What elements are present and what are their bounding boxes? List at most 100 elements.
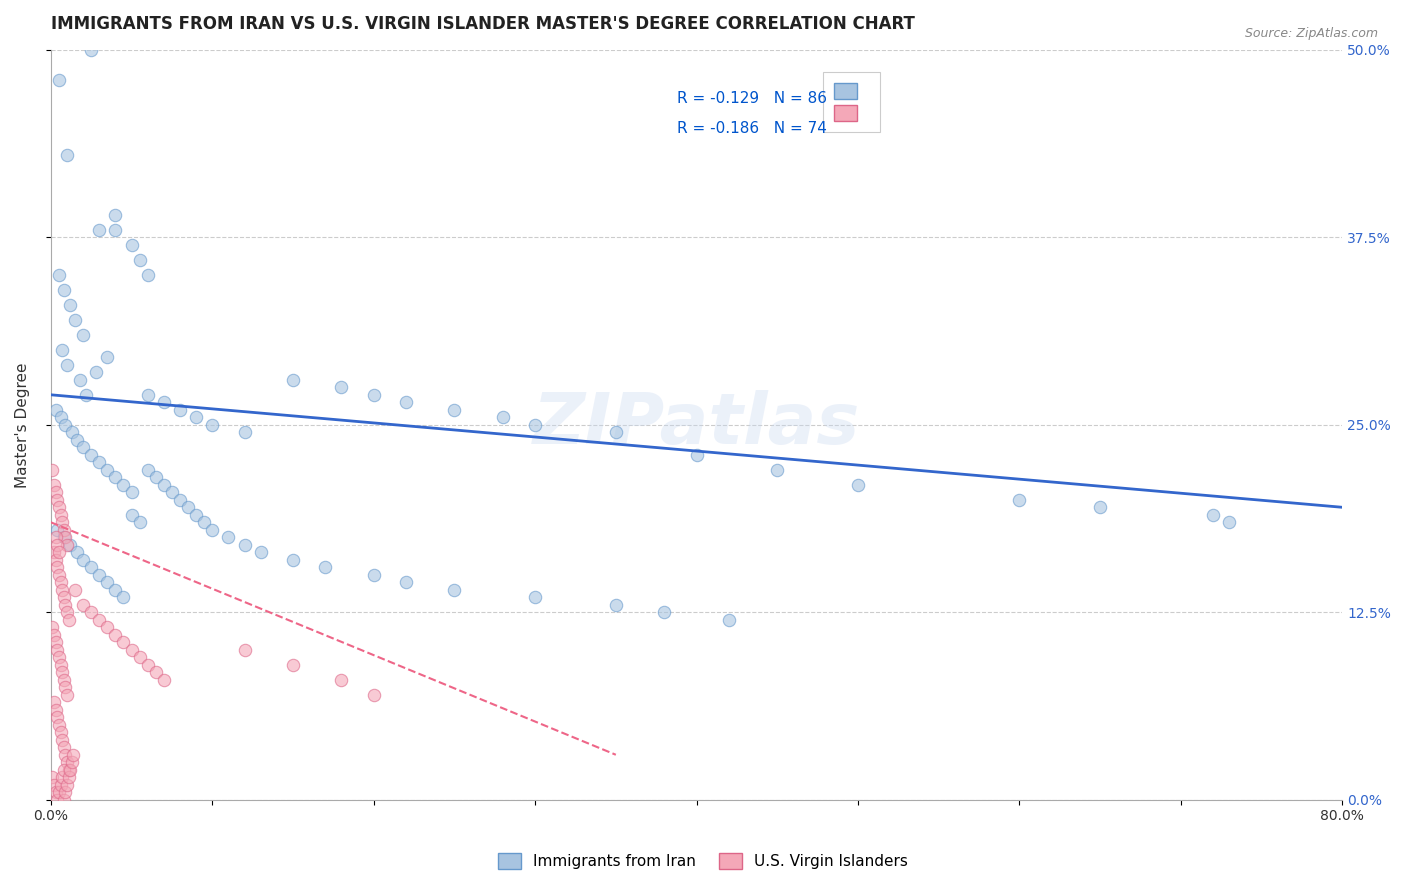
Point [63,582,86,597]
Point [52,673,75,687]
Point [53,680,76,694]
Point [60,756,83,770]
Point [201,417,224,432]
Point [72,553,94,567]
Point [46,538,69,552]
Point [145,470,167,484]
Point [53,598,76,612]
Point [80,605,103,619]
Point [49,575,72,590]
Point [52,523,75,537]
Point [136,388,159,402]
Point [1202,508,1225,522]
Point [51,665,73,680]
Point [104,582,127,597]
Point [46,492,69,507]
Point [48,567,70,582]
Point [52,530,75,544]
Point [69,373,91,387]
Point [48,718,70,732]
Point [281,373,304,387]
Point [121,485,143,500]
Point [492,410,515,425]
Point [330,673,353,687]
Point [314,560,336,574]
Point [104,470,127,484]
Point [128,650,150,665]
Point [45,703,67,717]
Point [652,605,675,619]
Point [330,380,353,394]
Point [59,763,82,777]
Point [51,516,73,530]
Point [443,402,465,417]
Point [49,508,72,522]
Point [281,553,304,567]
Point [249,545,271,559]
Point [524,417,547,432]
Point [112,477,135,491]
Point [96,575,118,590]
Point [42,695,65,709]
Point [52,763,75,777]
Point [363,388,385,402]
Point [60,425,83,440]
Point [153,673,176,687]
Point [363,567,385,582]
Point [45,635,67,649]
Point [766,463,789,477]
Point [75,388,97,402]
Point [96,351,118,365]
Text: Source: ZipAtlas.com: Source: ZipAtlas.com [1244,27,1378,40]
Point [52,283,75,297]
Point [46,523,69,537]
Point [56,778,79,792]
Point [51,343,73,357]
Point [48,650,70,665]
Point [56,538,79,552]
Text: R = -0.186   N = 74: R = -0.186 N = 74 [678,121,827,136]
Point [80,560,103,574]
Point [717,613,740,627]
Point [443,582,465,597]
Point [66,545,89,559]
Point [112,635,135,649]
Point [184,508,207,522]
Point [80,448,103,462]
Point [128,516,150,530]
Point [49,410,72,425]
Point [153,477,176,491]
Point [59,538,82,552]
Point [72,598,94,612]
Point [72,327,94,342]
Point [63,313,86,327]
Point [685,448,707,462]
Point [121,642,143,657]
Point [66,433,89,447]
Point [53,747,76,762]
Point [59,298,82,312]
Point [53,785,76,799]
Point [524,591,547,605]
Point [96,620,118,634]
Point [42,545,65,559]
Point [49,725,72,739]
Point [52,793,75,807]
Point [169,492,191,507]
Point [233,538,256,552]
Point [160,485,183,500]
Point [145,665,167,680]
Point [51,770,73,784]
Point [605,425,627,440]
Point [48,785,70,799]
Text: R = -0.129   N = 86: R = -0.129 N = 86 [678,91,827,106]
Point [96,463,118,477]
Point [136,268,159,282]
Point [53,530,76,544]
Point [395,395,418,409]
Point [46,793,69,807]
Point [112,591,135,605]
Point [104,208,127,222]
Legend: , : , [824,72,880,132]
Point [48,500,70,515]
